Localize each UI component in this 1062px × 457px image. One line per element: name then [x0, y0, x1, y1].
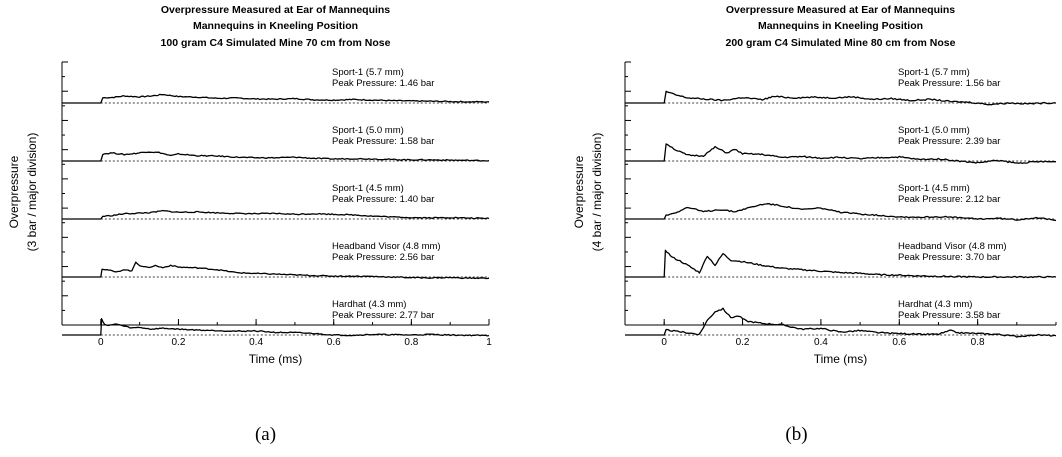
series-name-label: Hardhat (4.3 mm) — [332, 299, 406, 310]
series-name-label: Sport-1 (4.5 mm) — [332, 183, 404, 194]
x-tick-label: 0.4 — [249, 337, 263, 348]
chart-title-line: 100 gram C4 Simulated Mine 70 cm from No… — [161, 37, 391, 49]
peak-pressure-label: Peak Pressure: 3.70 bar — [898, 252, 1000, 263]
pressure-trace-line — [62, 262, 489, 278]
series-name-label: Sport-1 (5.7 mm) — [332, 67, 404, 78]
y-axis-label: Overpressure — [7, 155, 21, 228]
series-name-label: Sport-1 (5.0 mm) — [898, 125, 970, 136]
peak-pressure-label: Peak Pressure: 3.58 bar — [898, 310, 1000, 321]
y-axis-label: Overpressure — [572, 155, 586, 228]
x-axis-label: Time (ms) — [814, 352, 868, 366]
x-tick-label: 0.4 — [814, 337, 828, 348]
chart-title-line: Overpressure Measured at Ear of Mannequi… — [161, 4, 390, 16]
peak-pressure-label: Peak Pressure: 2.56 bar — [332, 252, 434, 263]
x-tick-label: 0.2 — [172, 337, 186, 348]
peak-pressure-label: Peak Pressure: 1.40 bar — [332, 194, 434, 205]
y-axis-label: (3 bar / major division) — [25, 133, 39, 252]
series-name-label: Hardhat (4.3 mm) — [898, 299, 972, 310]
panel-caption-a: (a) — [0, 424, 531, 446]
x-axis-label: Time (ms) — [249, 352, 303, 366]
x-tick-label: 1 — [486, 337, 492, 348]
overpressure-chart-a: Overpressure Measured at Ear of Mannequi… — [0, 0, 531, 420]
x-tick-label: 0 — [98, 337, 104, 348]
panel-caption-b: (b) — [531, 424, 1062, 446]
chart-title-line: Mannequins in Kneeling Position — [758, 20, 923, 32]
peak-pressure-label: Peak Pressure: 2.39 bar — [898, 136, 1000, 147]
series-name-label: Sport-1 (5.0 mm) — [332, 125, 404, 136]
series-name-label: Sport-1 (4.5 mm) — [898, 183, 970, 194]
peak-pressure-label: Peak Pressure: 1.58 bar — [332, 136, 434, 147]
peak-pressure-label: Peak Pressure: 2.77 bar — [332, 310, 434, 321]
chart-panel-a: Overpressure Measured at Ear of Mannequi… — [0, 0, 531, 457]
pressure-trace-line — [625, 204, 1056, 221]
overpressure-chart-b: Overpressure Measured at Ear of Mannequi… — [531, 0, 1062, 420]
x-tick-label: 0 — [661, 337, 667, 348]
pressure-trace-line — [62, 319, 489, 336]
pressure-trace-line — [62, 94, 489, 103]
series-name-label: Headband Visor (4.8 mm) — [332, 241, 441, 252]
chart-title-line: Overpressure Measured at Ear of Mannequi… — [726, 4, 955, 16]
peak-pressure-label: Peak Pressure: 1.56 bar — [898, 78, 1000, 89]
chart-title-line: 200 gram C4 Simulated Mine 80 cm from No… — [726, 37, 956, 49]
pressure-trace-line — [62, 152, 489, 161]
pressure-trace-line — [62, 211, 489, 220]
x-tick-label: 0.2 — [736, 337, 750, 348]
chart-panel-b: Overpressure Measured at Ear of Mannequi… — [531, 0, 1062, 457]
x-tick-label: 0.6 — [327, 337, 341, 348]
x-tick-label: 0.6 — [892, 337, 906, 348]
series-name-label: Headband Visor (4.8 mm) — [898, 241, 1007, 252]
chart-title-line: Mannequins in Kneeling Position — [193, 20, 358, 32]
peak-pressure-label: Peak Pressure: 1.46 bar — [332, 78, 434, 89]
series-name-label: Sport-1 (5.7 mm) — [898, 67, 970, 78]
x-tick-label: 0.8 — [971, 337, 985, 348]
peak-pressure-label: Peak Pressure: 2.12 bar — [898, 194, 1000, 205]
x-tick-label: 0.8 — [404, 337, 418, 348]
y-axis-label: (4 bar / major division) — [590, 133, 604, 252]
